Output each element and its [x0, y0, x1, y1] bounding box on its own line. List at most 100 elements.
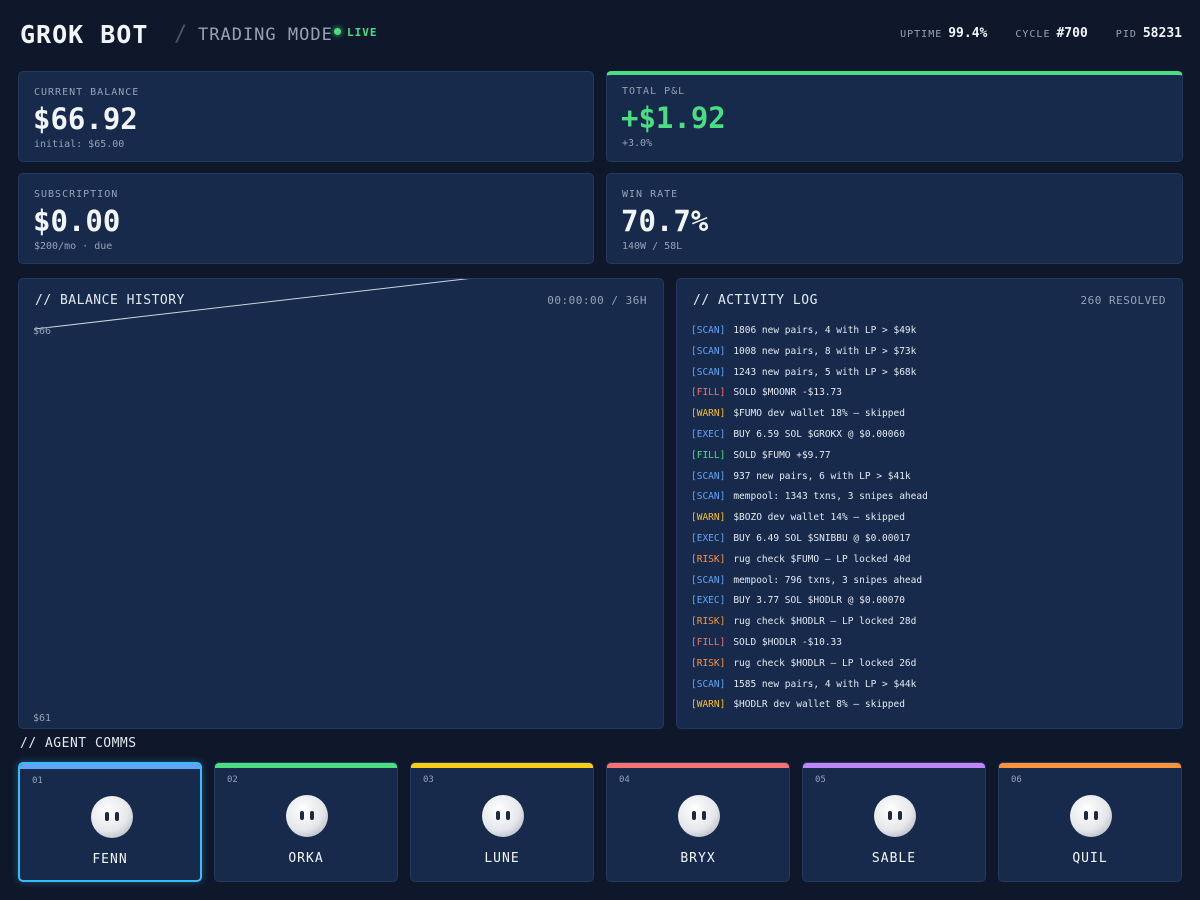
agent-avatar-icon [286, 795, 328, 837]
panel-title: // BALANCE HISTORY [35, 293, 185, 308]
log-text: SOLD $HODLR -$10.33 [733, 636, 842, 648]
log-tag: [SCAN] [691, 325, 726, 336]
panel-meta: 260 RESOLVED [1080, 294, 1166, 307]
agent-name: LUNE [484, 851, 520, 866]
stat-key: PID [1115, 29, 1137, 40]
log-tag: [FILL] [691, 387, 726, 399]
log-tag: [EXEC] [691, 532, 726, 544]
log-row: [SCAN] 937 new pairs, 6 with LP > $41k [691, 467, 1172, 488]
log-row: [SCAN] 1243 new pairs, 5 with LP > $68k [691, 363, 1172, 384]
log-text: 1806 new pairs, 4 with LP > $49k [733, 325, 917, 336]
agent-avatar-icon [678, 795, 720, 837]
card-value: 70.7% [621, 204, 709, 238]
log-tag: [WARN] [691, 512, 726, 524]
activity-log-panel: // ACTIVITY LOG 260 RESOLVED [SCAN] 1806 … [676, 278, 1183, 729]
card-value: +$1.92 [621, 101, 726, 135]
live-status-text: LIVE [347, 26, 378, 39]
log-tag: [SCAN] [691, 574, 726, 586]
log-row: [RISK] rug check $HODLR — LP locked 28d [691, 612, 1172, 633]
agent-card-quil[interactable]: 06 QUIL [998, 762, 1182, 882]
card-sub: initial: $65.00 [34, 139, 125, 150]
agent-card-lune[interactable]: 03 LUNE [410, 762, 594, 882]
log-row: [FILL] SOLD $HODLR -$10.33 [691, 633, 1172, 654]
agent-name: QUIL [1072, 851, 1108, 866]
card-sub: +3.0% [622, 138, 653, 149]
stat-value: 99.4% [948, 26, 988, 41]
log-tag: [RISK] [691, 616, 726, 628]
agent-comms-title: // AGENT COMMS [20, 736, 137, 751]
log-tag: [FILL] [691, 636, 726, 648]
card-sub: 140W / 58L [622, 241, 683, 252]
log-text: SOLD $FUMO +$9.77 [733, 449, 831, 461]
log-tag: [FILL] [691, 449, 726, 461]
agent-number: 04 [619, 775, 630, 785]
agent-color-bar [411, 763, 593, 768]
card-sub: $200/mo · due [34, 241, 113, 252]
log-text: BUY 3.77 SOL $HODLR @ $0.00070 [733, 595, 905, 607]
end-point-glow [643, 279, 655, 280]
stat-key: UPTIME [900, 29, 943, 40]
log-row: [SCAN] 1806 new pairs, 4 with LP > $49k [691, 321, 1172, 342]
log-tag: [SCAN] [691, 491, 726, 503]
agent-avatar-icon [874, 795, 916, 837]
stat-pid: PID 58231 [1116, 26, 1182, 41]
log-tag: [EXEC] [691, 428, 726, 440]
agent-card-fenn[interactable]: 01 FENN [18, 762, 202, 882]
agent-card-orka[interactable]: 02 ORKA [214, 762, 398, 882]
log-text: rug check $HODLR — LP locked 28d [733, 616, 917, 628]
card-value: $0.00 [33, 204, 121, 238]
log-text: BUY 6.59 SOL $GROKX @ $0.00060 [733, 428, 905, 440]
agent-color-bar [607, 763, 789, 768]
log-text: BUY 6.49 SOL $SNIBBU @ $0.00017 [733, 532, 911, 544]
agent-number: 02 [227, 775, 238, 785]
card-label: CURRENT BALANCE [34, 87, 140, 98]
agent-avatar-icon [1070, 795, 1112, 837]
agent-name: FENN [92, 852, 128, 867]
activity-log-list[interactable]: [SCAN] 1806 new pairs, 4 with LP > $49k [S… [691, 321, 1172, 716]
log-text: mempool: 1343 txns, 3 snipes ahead [733, 491, 928, 503]
stat-cycle: CYCLE #700 [1015, 26, 1087, 41]
log-text: 1243 new pairs, 5 with LP > $68k [733, 366, 917, 378]
live-status-badge: LIVE [334, 26, 378, 39]
log-row: [EXEC] BUY 6.59 SOL $GROKX @ $0.00060 [691, 425, 1172, 446]
log-tag: [EXEC] [691, 595, 726, 607]
log-row: [EXEC] BUY 3.77 SOL $HODLR @ $0.00070 [691, 591, 1172, 612]
log-row: [SCAN] mempool: 1343 txns, 3 snipes ahead [691, 487, 1172, 508]
agent-number: 01 [32, 776, 43, 786]
log-row: [SCAN] 1585 new pairs, 4 with LP > $44k [691, 675, 1172, 696]
agent-card-sable[interactable]: 05 SABLE [802, 762, 986, 882]
card-label: SUBSCRIPTION [34, 189, 119, 200]
log-tag: [RISK] [691, 657, 726, 669]
agent-avatar-icon [482, 795, 524, 837]
log-row: [FILL] SOLD $MOONR -$13.73 [691, 383, 1172, 404]
log-tag: [SCAN] [691, 678, 726, 690]
card-label: TOTAL P&L [622, 86, 686, 97]
agent-name: SABLE [871, 851, 917, 866]
stat-value: 58231 [1142, 26, 1182, 41]
card-subscription: SUBSCRIPTION $0.00 $200/mo · due [18, 173, 594, 264]
brand-title: GROK BOT [20, 20, 149, 49]
log-text: $BOZO dev wallet 14% — skipped [733, 512, 905, 524]
agent-color-bar [215, 763, 397, 768]
log-text: $FUMO dev wallet 18% — skipped [733, 408, 905, 420]
balance-history-panel: // BALANCE HISTORY 00:00:00 / 36H $66.92… [18, 278, 664, 729]
agent-number: 03 [423, 775, 434, 785]
log-row: [WARN] $BOZO dev wallet 14% — skipped [691, 508, 1172, 529]
log-row: [SCAN] mempool: 796 txns, 3 snipes ahead [691, 571, 1172, 592]
agent-color-bar [803, 763, 985, 768]
balance-history-chart: $66.92$66$61 [33, 279, 655, 724]
agent-card-bryx[interactable]: 04 BRYX [606, 762, 790, 882]
panel-meta: 00:00:00 / 36H [547, 294, 647, 307]
log-tag: [SCAN] [691, 345, 726, 357]
agent-color-bar [999, 763, 1181, 768]
balance-line [34, 279, 470, 330]
log-text: rug check $HODLR — LP locked 26d [733, 657, 917, 669]
card-current-balance: CURRENT BALANCE $66.92 initial: $65.00 [18, 71, 594, 162]
y-tick-top: $66 [33, 326, 51, 337]
log-text: mempool: 796 txns, 3 snipes ahead [733, 574, 923, 586]
mode-label: TRADING MODE [198, 25, 333, 45]
log-row: [FILL] SOLD $FUMO +$9.77 [691, 446, 1172, 467]
log-text: 1008 new pairs, 8 with LP > $73k [733, 345, 917, 357]
card-label: WIN RATE [622, 189, 679, 200]
agent-number: 06 [1011, 775, 1022, 785]
